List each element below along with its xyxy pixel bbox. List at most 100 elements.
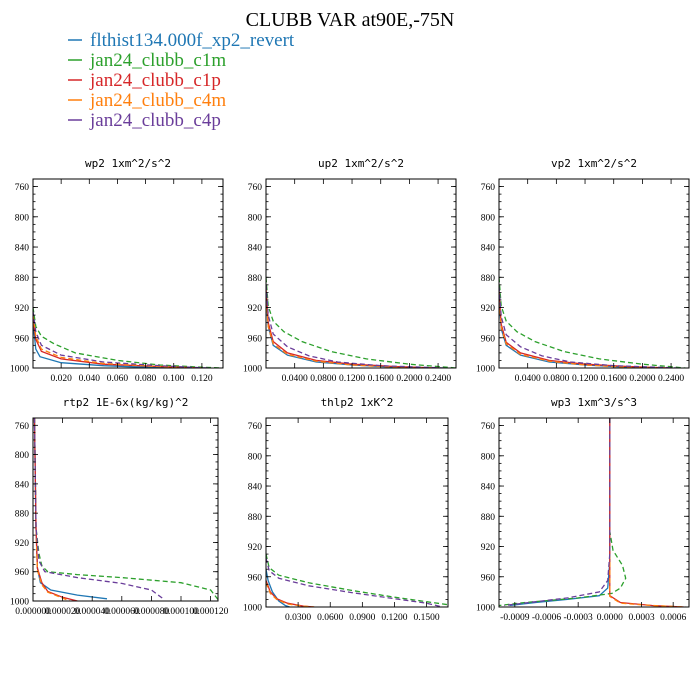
y-tick-label: 760 bbox=[15, 183, 30, 193]
legend-label: flthist134.000f_xp2_revert bbox=[90, 30, 295, 51]
y-tick-label: 880 bbox=[481, 513, 496, 523]
series-line bbox=[266, 557, 443, 607]
panel-title: thlp2 1xK^2 bbox=[321, 396, 394, 409]
series-line bbox=[33, 418, 164, 600]
y-tick-label: 920 bbox=[481, 304, 496, 314]
x-tick-label: 0.000020 bbox=[45, 607, 81, 617]
x-tick-label: 0.1600 bbox=[601, 374, 627, 384]
x-tick-label: 0.1200 bbox=[572, 374, 598, 384]
x-tick-label: 0.000040 bbox=[74, 607, 110, 617]
x-tick-label: 0.000120 bbox=[193, 607, 229, 617]
panel-1: wp2 1xm^2/s^2 760 800 840 880 920 960 1000 0.020… bbox=[10, 157, 224, 384]
y-tick-label: 1000 bbox=[243, 365, 262, 375]
series-line bbox=[504, 418, 611, 607]
panel-2: up2 1xm^2/s^2 760 800 840 880 920 960 1000 0.040… bbox=[243, 157, 457, 384]
x-tick-label: 0.0800 bbox=[543, 374, 569, 384]
x-tick-label: 0.100 bbox=[163, 374, 185, 384]
y-tick-label: 800 bbox=[15, 451, 30, 461]
series-line bbox=[266, 277, 456, 368]
y-tick-label: 880 bbox=[248, 274, 263, 284]
y-tick-label: 760 bbox=[248, 422, 263, 432]
panel-4: rtp2 1E-6x(kg/kg)^2 760 800 840 880 920 960 100… bbox=[10, 396, 229, 617]
x-tick-label: 0.000000 bbox=[15, 607, 51, 617]
panel-title: wp2 1xm^2/s^2 bbox=[85, 157, 171, 170]
legend-label: jan24_clubb_c4p bbox=[89, 110, 221, 131]
y-tick-label: 760 bbox=[481, 422, 496, 432]
x-tick-label: 0.0400 bbox=[515, 374, 541, 384]
plot-frame bbox=[32, 178, 224, 369]
y-tick-label: 960 bbox=[248, 573, 263, 583]
y-tick-label: 800 bbox=[481, 213, 496, 223]
panel-6: wp3 1xm^3/s^3 760 800 840 880 920 960 1000 -0.00… bbox=[476, 396, 690, 623]
series-line bbox=[499, 418, 627, 607]
series-line bbox=[609, 418, 686, 607]
y-tick-label: 960 bbox=[481, 334, 496, 344]
x-tick-label: 0.0600 bbox=[317, 613, 343, 623]
x-tick-label: 0.0003 bbox=[628, 613, 654, 623]
series-line bbox=[266, 292, 439, 368]
x-tick-label: -0.0006 bbox=[532, 613, 562, 623]
x-tick-label: 0.0400 bbox=[282, 374, 308, 384]
panel-3: vp2 1xm^2/s^2 760 800 840 880 920 960 1000 0.040… bbox=[476, 157, 690, 384]
x-tick-label: 0.1600 bbox=[368, 374, 394, 384]
series-line bbox=[33, 418, 218, 600]
panel-title: vp2 1xm^2/s^2 bbox=[551, 157, 637, 170]
x-tick-label: 0.0006 bbox=[660, 613, 686, 623]
y-tick-label: 920 bbox=[248, 543, 263, 553]
series-line bbox=[33, 318, 202, 368]
y-tick-label: 960 bbox=[248, 334, 263, 344]
y-tick-label: 1000 bbox=[10, 598, 29, 608]
series-line bbox=[266, 284, 446, 368]
y-tick-label: 760 bbox=[15, 422, 30, 432]
legend: flthist134.000f_xp2_revert jan24_clubb_c1… bbox=[68, 30, 295, 131]
y-tick-label: 800 bbox=[481, 452, 496, 462]
x-tick-label: 0.060 bbox=[107, 374, 129, 384]
figure-title: CLUBB VAR at90E,-75N bbox=[246, 9, 455, 31]
plot-frame bbox=[498, 178, 690, 369]
x-tick-label: 0.0000 bbox=[597, 613, 623, 623]
y-tick-label: 1000 bbox=[476, 365, 495, 375]
y-tick-label: 800 bbox=[15, 213, 30, 223]
y-tick-label: 960 bbox=[15, 334, 30, 344]
x-tick-label: 0.0800 bbox=[310, 374, 336, 384]
panel-5: thlp2 1xK^2 760 800 840 880 920 960 1000 0.0300 0… bbox=[243, 396, 449, 623]
y-tick-label: 920 bbox=[15, 539, 30, 549]
x-tick-label: -0.0003 bbox=[564, 613, 594, 623]
series-line bbox=[33, 322, 174, 368]
y-tick-label: 800 bbox=[248, 452, 263, 462]
plot-frame bbox=[265, 178, 457, 369]
x-tick-label: 0.2400 bbox=[658, 374, 684, 384]
panel-title: rtp2 1E-6x(kg/kg)^2 bbox=[63, 396, 189, 409]
panel-title: up2 1xm^2/s^2 bbox=[318, 157, 404, 170]
y-tick-label: 1000 bbox=[243, 604, 262, 614]
y-tick-label: 960 bbox=[15, 568, 30, 578]
series-line bbox=[266, 553, 448, 606]
x-tick-label: 0.2400 bbox=[425, 374, 451, 384]
series-line bbox=[499, 277, 686, 368]
y-tick-label: 800 bbox=[248, 213, 263, 223]
x-tick-label: 0.1200 bbox=[339, 374, 365, 384]
y-tick-label: 840 bbox=[15, 480, 30, 490]
series-line bbox=[499, 293, 672, 368]
y-tick-label: 1000 bbox=[476, 604, 495, 614]
series-line bbox=[266, 569, 290, 607]
x-tick-label: 0.000100 bbox=[163, 607, 199, 617]
x-tick-label: 0.080 bbox=[135, 374, 157, 384]
plot-frame bbox=[32, 417, 219, 602]
panels: wp2 1xm^2/s^2 760 800 840 880 920 960 1000 0.020… bbox=[10, 157, 690, 623]
series-line bbox=[499, 296, 657, 368]
plot-frame bbox=[265, 417, 449, 608]
series-line bbox=[499, 286, 679, 368]
series-line bbox=[33, 307, 223, 368]
x-tick-label: 0.000080 bbox=[134, 607, 170, 617]
y-tick-label: 880 bbox=[481, 274, 496, 284]
series-line bbox=[266, 582, 315, 607]
y-tick-label: 920 bbox=[481, 543, 496, 553]
y-tick-label: 880 bbox=[15, 510, 30, 520]
legend-label: jan24_clubb_c1p bbox=[89, 70, 221, 91]
series-line bbox=[33, 311, 209, 368]
x-tick-label: 0.000060 bbox=[104, 607, 140, 617]
y-tick-label: 760 bbox=[248, 183, 263, 193]
x-tick-label: -0.0009 bbox=[500, 613, 530, 623]
